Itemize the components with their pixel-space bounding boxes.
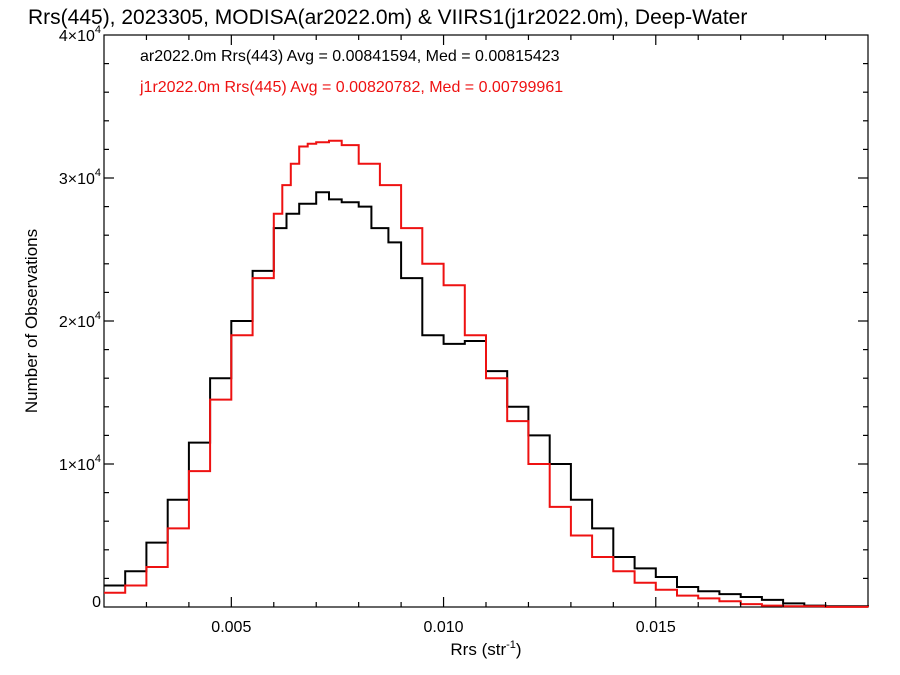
series-layer [104,139,869,608]
ticks-layer: 0.005 0.010 0.015 0 1×104 2×104 3×104 4×104 [59,24,868,636]
legend-entry-ar2022: ar2022.0m Rrs(443) Avg = 0.00841594, Med… [140,48,560,65]
y-tick-label: 4×104 [59,24,101,45]
x-tick-label: 0.015 [636,619,676,636]
x-tick-label: 0.005 [211,619,251,636]
y-tick-label: 1×104 [59,453,101,474]
series-line-1 [104,139,869,608]
series-line-0 [104,191,869,608]
y-tick-label: 2×104 [59,310,101,331]
chart-title: Rrs(445), 2023305, MODISA(ar2022.0m) & V… [28,6,747,29]
x-tick-label: 0.010 [424,619,464,636]
plot-frame [103,34,869,608]
y-tick-label: 3×104 [59,167,101,188]
legend: ar2022.0m Rrs(443) Avg = 0.00841594, Med… [139,48,563,96]
y-axis-label: Number of Observations [22,229,41,413]
x-axis-label: Rrs (str-1) [450,639,521,659]
y-tick-label: 0 [92,594,101,611]
legend-entry-j1r2022: j1r2022.0m Rrs(445) Avg = 0.00820782, Me… [139,79,563,96]
